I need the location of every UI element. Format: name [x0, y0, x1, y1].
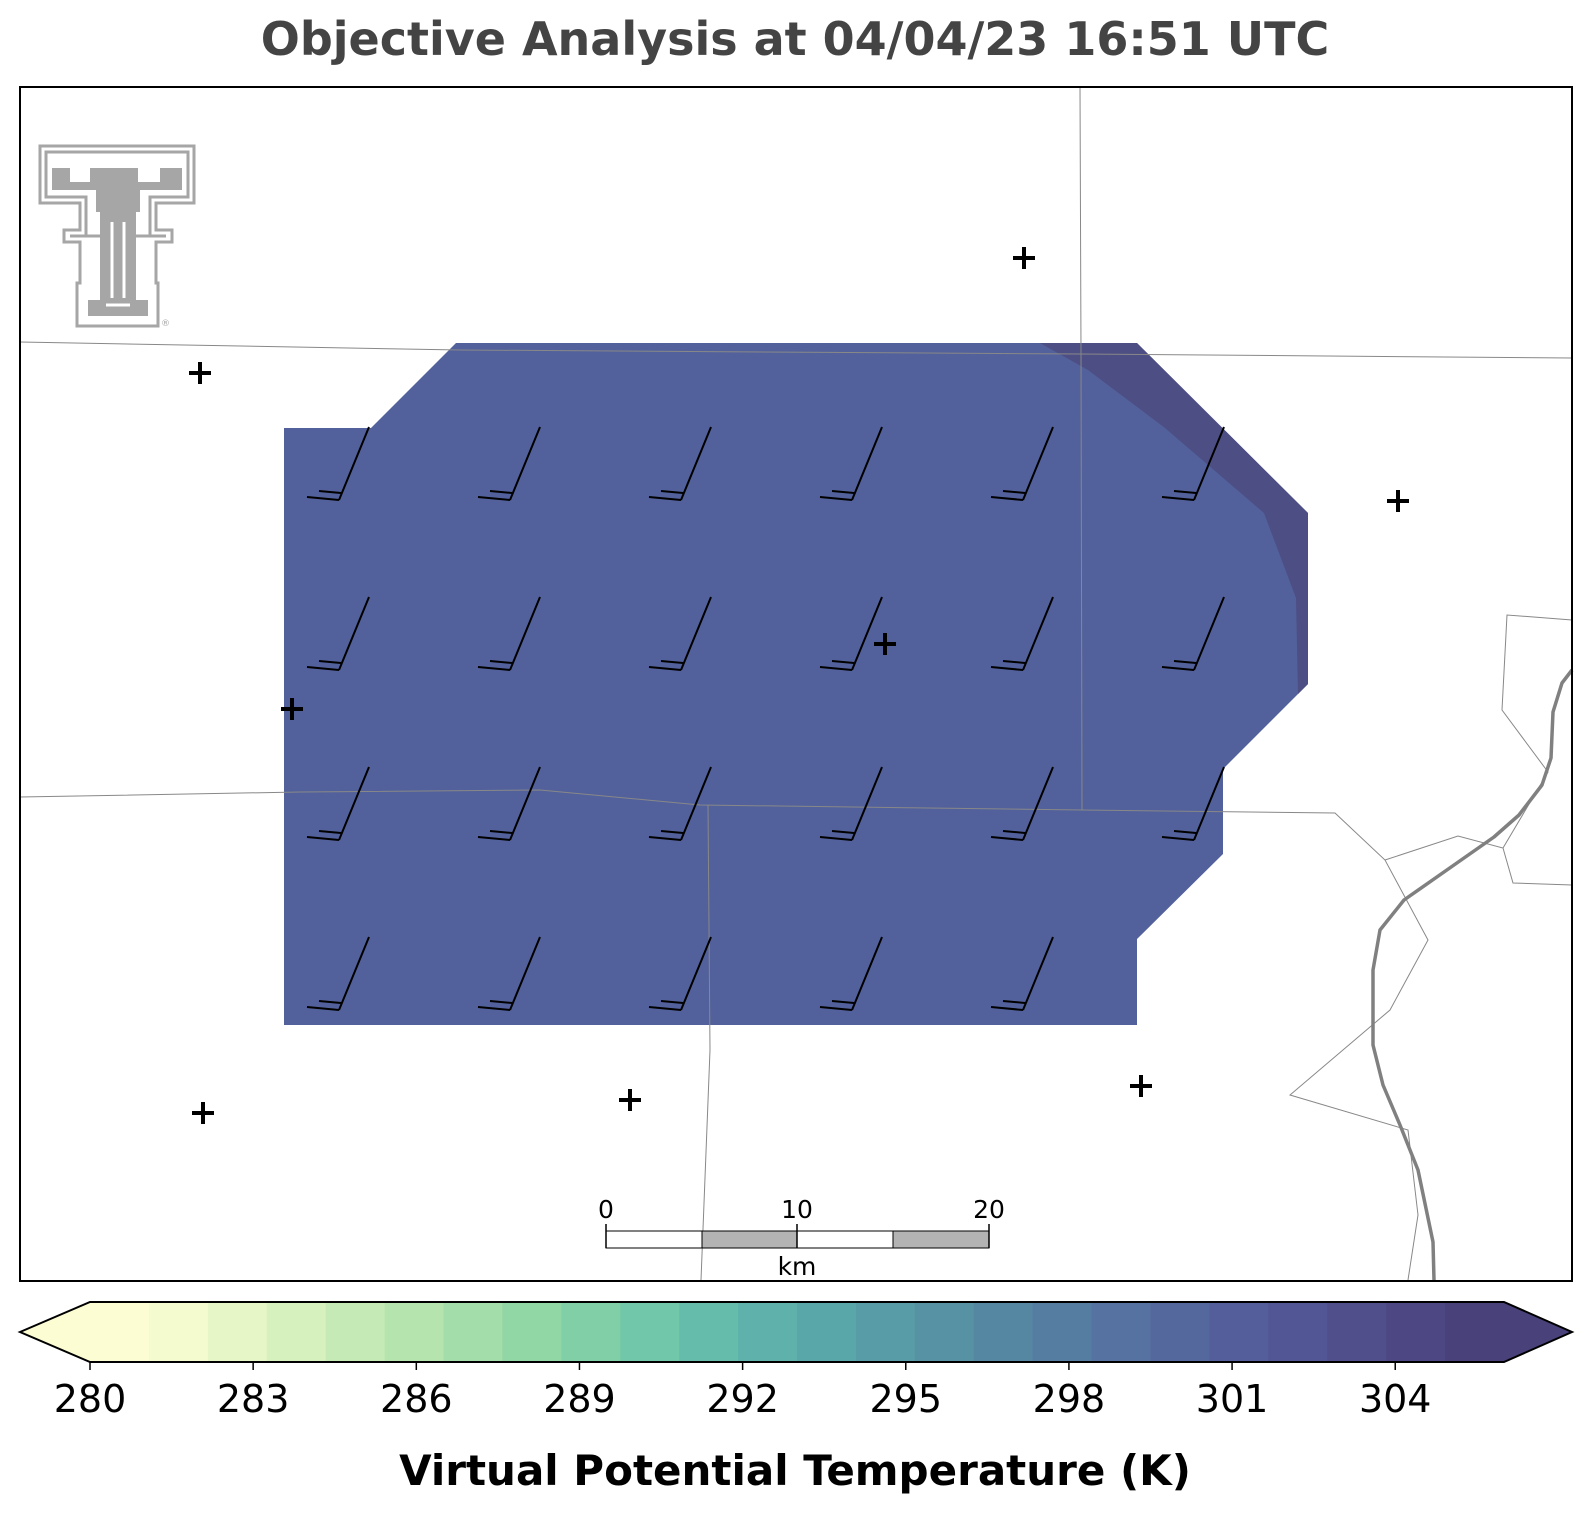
wind-barb: [306, 766, 370, 841]
colorbar-tick-label: 304: [1359, 1377, 1432, 1421]
wind-barb: [819, 426, 883, 501]
colorbar-tick-label: 289: [543, 1377, 616, 1421]
station-marker: [192, 1102, 214, 1124]
colorbar-tick-label: 298: [1033, 1377, 1106, 1421]
colorbar: 280 283 286 289 292 295 298 301 304: [17, 1301, 1575, 1421]
station-marker: [1013, 247, 1035, 269]
wind-barb: [819, 936, 883, 1011]
wind-barb: [1161, 766, 1225, 841]
wind-barb: [648, 936, 712, 1011]
texas-tech-double-t-logo: [38, 144, 196, 328]
wind-barb: [477, 596, 541, 671]
boundary-line: [1079, 86, 1083, 811]
colorbar-segment: [738, 1302, 798, 1362]
wind-barbs: [306, 426, 1225, 1011]
wind-barb: [1161, 426, 1225, 501]
colorbar-segment: [1091, 1302, 1152, 1362]
wind-barb: [990, 426, 1054, 501]
logo-outer-outline: [38, 144, 196, 328]
colorbar-segment: [679, 1302, 739, 1362]
colorbar-label: Virtual Potential Temperature (K): [399, 1446, 1191, 1495]
boundary-line: [1501, 614, 1573, 849]
colorbar-tick-label: 295: [870, 1377, 943, 1421]
analysis-fill: [284, 343, 1308, 1025]
colorbar-segment: [973, 1302, 1034, 1362]
map-title: Objective Analysis at 04/04/23 16:51 UTC: [260, 12, 1330, 66]
colorbar-segment: [561, 1302, 621, 1362]
colorbar-segment: [620, 1302, 680, 1362]
colorbar-segment: [1150, 1302, 1211, 1362]
scale-bar-segment: [605, 1230, 703, 1249]
wind-barb: [990, 936, 1054, 1011]
wind-barb: [990, 766, 1054, 841]
scale-bar-segment: [701, 1230, 798, 1249]
colorbar-tick-label: 301: [1196, 1377, 1269, 1421]
colorbar-tick-label: 292: [706, 1377, 779, 1421]
wind-barb: [1161, 596, 1225, 671]
scale-tick-label: 10: [781, 1195, 813, 1224]
colorbar-segment: [1386, 1302, 1446, 1362]
river-line: [1371, 668, 1574, 1281]
scale-bar-segment: [892, 1230, 990, 1249]
colorbar-segment: [443, 1302, 504, 1362]
wind-barb: [306, 596, 370, 671]
wind-barb: [477, 766, 541, 841]
colorbar-segment: [325, 1302, 386, 1362]
analysis-fill-high-band: [1040, 343, 1308, 694]
station-marker: [281, 698, 303, 720]
colorbar-segment: [502, 1302, 562, 1362]
map-frame: [19, 86, 1573, 1282]
wind-barb: [819, 766, 883, 841]
colorbar-tick-label: 283: [217, 1377, 290, 1421]
colorbar-segment: [266, 1302, 327, 1362]
scale-tick-label: 0: [598, 1195, 614, 1224]
colorbar-extend-high: [1504, 1302, 1572, 1362]
colorbar-segment: [90, 1302, 150, 1362]
colorbar-segment: [914, 1302, 975, 1362]
colorbar-segment: [1268, 1302, 1328, 1362]
logo-inner-outline: [44, 150, 190, 238]
wind-barb: [648, 426, 712, 501]
wind-barb: [648, 766, 712, 841]
logo-t-stem: [88, 212, 148, 316]
wind-barb: [990, 596, 1054, 671]
wind-barb: [306, 936, 370, 1011]
logo-t-bar: [52, 168, 182, 212]
station-marker: [619, 1089, 641, 1111]
station-markers: [189, 247, 1409, 1124]
colorbar-segment: [797, 1302, 857, 1362]
colorbar-segment: [1327, 1302, 1387, 1362]
colorbar-segment: [1209, 1302, 1269, 1362]
logo-stem-inner: [106, 222, 130, 307]
colorbar-segment: [855, 1302, 916, 1362]
station-marker: [874, 633, 896, 655]
boundary-line: [19, 341, 1573, 359]
colorbar-segment: [1032, 1302, 1093, 1362]
scale-bar-segment: [796, 1230, 894, 1249]
station-marker: [189, 362, 211, 384]
boundary-line: [700, 804, 711, 1281]
wind-barb: [819, 596, 883, 671]
colorbar-segment: [384, 1302, 445, 1362]
scale-unit-label: km: [778, 1252, 817, 1281]
scale-bar: 0 10 20 km: [598, 1195, 1005, 1281]
colorbar-segment: [148, 1302, 209, 1362]
analysis-region: [284, 343, 1308, 1025]
station-marker: [1387, 490, 1409, 512]
logo-registered-mark: ®: [161, 319, 170, 329]
colorbar-segment: [207, 1302, 268, 1362]
boundary-line: [1384, 835, 1573, 886]
colorbar-tick-label: 280: [54, 1377, 127, 1421]
scale-tick-label: 20: [973, 1195, 1005, 1224]
colorbar-segment: [1445, 1302, 1505, 1362]
colorbar-tick-label: 286: [380, 1377, 453, 1421]
wind-barb: [648, 596, 712, 671]
colorbar-extend-low: [20, 1302, 90, 1362]
wind-barb: [477, 426, 541, 501]
wind-barb: [306, 426, 370, 501]
station-marker: [1130, 1075, 1152, 1097]
wind-barb: [477, 936, 541, 1011]
